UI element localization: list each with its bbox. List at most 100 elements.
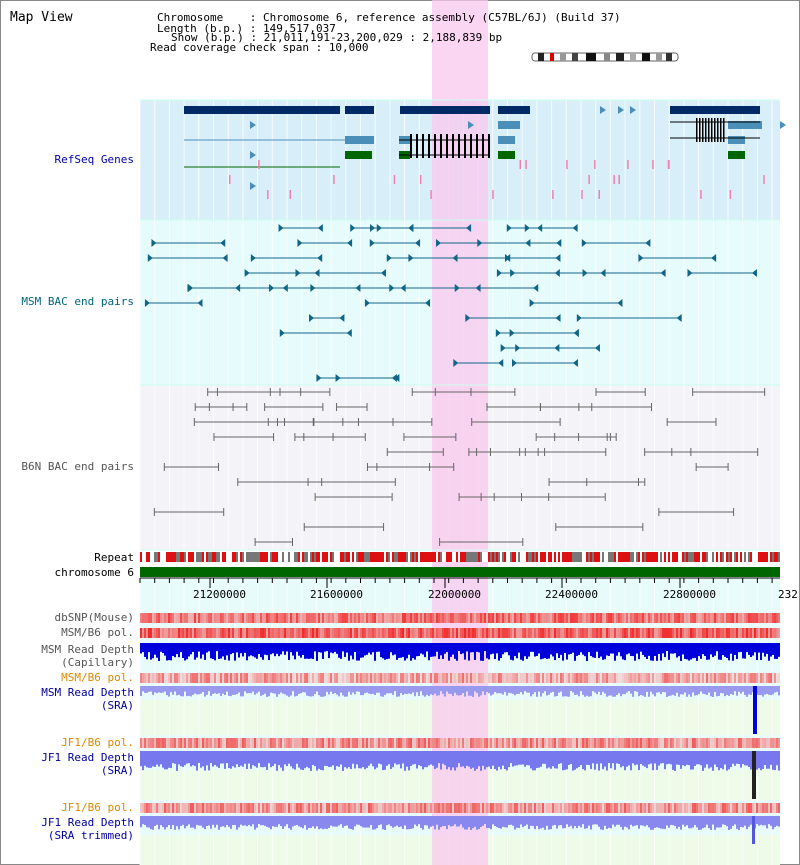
polymorphism-strip bbox=[378, 803, 380, 813]
polymorphism-strip bbox=[248, 628, 250, 638]
read-depth-bar bbox=[526, 643, 528, 659]
polymorphism-strip bbox=[234, 613, 236, 623]
read-depth-bar bbox=[358, 686, 360, 692]
repeat-element bbox=[492, 552, 494, 562]
read-depth-bar bbox=[262, 686, 264, 695]
track-label-repeat[interactable]: Repeat bbox=[94, 551, 134, 564]
polymorphism-strip bbox=[472, 673, 474, 683]
track-label-jf1-depth-trimmed[interactable]: JF1 Read Depth bbox=[41, 816, 134, 829]
read-depth-bar bbox=[504, 643, 506, 653]
read-depth-bar bbox=[352, 686, 354, 693]
polymorphism-strip bbox=[302, 628, 304, 638]
read-depth-bar bbox=[600, 816, 602, 830]
read-depth-bar bbox=[296, 816, 298, 825]
msm-bac-end bbox=[297, 239, 303, 247]
track-label-msm-b6-pol-2[interactable]: MSM/B6 pol. bbox=[61, 671, 134, 684]
track-label-dbsnp[interactable]: dbSNP(Mouse) bbox=[54, 611, 134, 624]
polymorphism-strip bbox=[774, 738, 776, 748]
read-depth-bar bbox=[266, 686, 268, 697]
read-depth-bar bbox=[482, 643, 484, 661]
repeat-element bbox=[602, 552, 604, 562]
polymorphism-strip bbox=[396, 628, 398, 638]
repeat-element bbox=[738, 552, 740, 562]
polymorphism-strip bbox=[328, 613, 330, 623]
repeat-element bbox=[320, 552, 322, 562]
read-depth-bar bbox=[548, 816, 550, 830]
polymorphism-strip bbox=[502, 803, 504, 813]
track-label-chromosome[interactable]: chromosome 6 bbox=[54, 566, 134, 579]
repeat-element bbox=[164, 552, 166, 562]
polymorphism-strip bbox=[344, 613, 346, 623]
polymorphism-strip bbox=[186, 738, 188, 748]
track-label-jf1-depth-sra[interactable]: JF1 Read Depth bbox=[41, 751, 134, 764]
read-depth-bar bbox=[198, 816, 200, 826]
polymorphism-strip bbox=[256, 613, 258, 623]
polymorphism-strip bbox=[408, 613, 410, 623]
polymorphism-strip bbox=[246, 613, 248, 623]
polymorphism-strip bbox=[544, 613, 546, 623]
track-label-msm-depth-capillary[interactable]: MSM Read Depth bbox=[41, 643, 134, 656]
polymorphism-strip bbox=[636, 613, 638, 623]
read-depth-bar bbox=[626, 643, 628, 655]
polymorphism-strip bbox=[520, 803, 522, 813]
msm-bac-end bbox=[572, 359, 578, 367]
read-depth-bar bbox=[534, 816, 536, 830]
axis-tick-label: 21200000 bbox=[193, 588, 246, 601]
read-depth-bar bbox=[560, 816, 562, 826]
track-label-b6n-bac[interactable]: B6N BAC end pairs bbox=[21, 460, 134, 473]
polymorphism-strip bbox=[372, 628, 374, 638]
msm-bac-end bbox=[576, 314, 582, 322]
repeat-element bbox=[558, 552, 560, 562]
read-depth-bar bbox=[722, 686, 724, 694]
polymorphism-strip bbox=[416, 628, 418, 638]
read-depth-bar bbox=[206, 751, 208, 766]
polymorphism-strip bbox=[644, 803, 646, 813]
read-depth-bar bbox=[474, 751, 476, 771]
read-depth-bar bbox=[524, 686, 526, 692]
refseq-exon bbox=[416, 134, 418, 158]
track-label-msm-b6-pol-1[interactable]: MSM/B6 pol. bbox=[61, 626, 134, 639]
track-label-refseq[interactable]: RefSeq Genes bbox=[54, 153, 134, 166]
polymorphism-strip bbox=[768, 803, 770, 813]
read-depth-bar bbox=[228, 643, 230, 661]
polymorphism-strip bbox=[476, 673, 478, 683]
track-label-jf1-b6-pol-2[interactable]: JF1/B6 pol. bbox=[61, 801, 134, 814]
polymorphism-strip bbox=[334, 673, 336, 683]
polymorphism-strip bbox=[596, 613, 598, 623]
read-depth-bar bbox=[474, 816, 476, 827]
polymorphism-strip bbox=[144, 673, 146, 683]
msm-bac-end bbox=[317, 254, 323, 262]
read-depth-bar bbox=[576, 643, 578, 656]
repeat-element bbox=[434, 552, 436, 562]
polymorphism-strip bbox=[284, 803, 286, 813]
read-depth-bar bbox=[716, 643, 718, 652]
polymorphism-strip bbox=[382, 738, 384, 748]
read-depth-bar bbox=[214, 686, 216, 694]
polymorphism-strip bbox=[758, 628, 760, 638]
msm-bac-end bbox=[346, 329, 352, 337]
polymorphism-strip bbox=[204, 803, 206, 813]
read-depth-bar bbox=[464, 816, 466, 830]
read-depth-bar bbox=[696, 643, 698, 661]
track-label-msm-bac[interactable]: MSM BAC end pairs bbox=[21, 295, 134, 308]
read-depth-bar bbox=[608, 816, 610, 828]
polymorphism-strip bbox=[418, 738, 420, 748]
repeat-element bbox=[440, 552, 442, 562]
polymorphism-strip bbox=[328, 738, 330, 748]
read-depth-bar bbox=[152, 643, 154, 659]
track-label-jf1-b6-pol-1[interactable]: JF1/B6 pol. bbox=[61, 736, 134, 749]
polymorphism-strip bbox=[288, 673, 290, 683]
read-depth-bar bbox=[714, 751, 716, 765]
repeat-element bbox=[704, 552, 706, 562]
polymorphism-strip bbox=[704, 803, 706, 813]
read-depth-bar bbox=[618, 751, 620, 764]
read-depth-bar bbox=[160, 686, 162, 693]
polymorphism-strip bbox=[208, 738, 210, 748]
track-label-msm-depth-sra[interactable]: MSM Read Depth bbox=[41, 686, 134, 699]
read-depth-bar bbox=[620, 686, 622, 697]
polymorphism-strip bbox=[188, 613, 190, 623]
polymorphism-strip bbox=[466, 803, 468, 813]
polymorphism-strip bbox=[468, 628, 470, 638]
polymorphism-strip bbox=[176, 738, 178, 748]
